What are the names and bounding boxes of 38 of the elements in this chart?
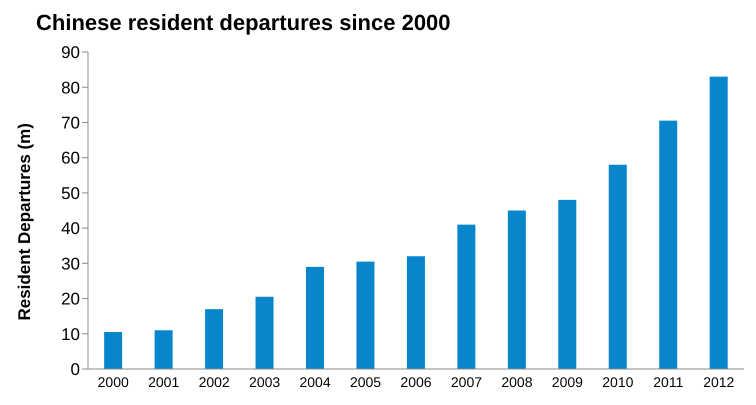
x-tick-label: 2012 xyxy=(703,374,735,390)
y-tick-label: 80 xyxy=(61,78,80,98)
bar xyxy=(659,120,678,369)
bar xyxy=(406,256,425,369)
bar xyxy=(205,309,224,369)
y-tick-label: 30 xyxy=(61,254,80,274)
x-tick-label: 2008 xyxy=(501,374,533,390)
y-tick-label: 40 xyxy=(61,219,80,238)
y-tick-label: 60 xyxy=(61,148,80,168)
chart-title: Chinese resident departures since 2000 xyxy=(36,10,451,36)
x-tick-label: 2009 xyxy=(552,374,584,390)
x-tick-label: 2006 xyxy=(400,374,432,390)
y-tick-label: 70 xyxy=(61,113,80,132)
y-tick-label: 0 xyxy=(70,360,80,380)
x-tick-label: 2010 xyxy=(602,374,634,390)
bar xyxy=(608,164,627,369)
bar xyxy=(356,262,374,369)
y-tick-label: 50 xyxy=(61,184,80,203)
bar xyxy=(508,210,526,369)
bar xyxy=(306,266,324,369)
x-tick-label: 2000 xyxy=(98,374,130,390)
x-tick-label: 2004 xyxy=(300,374,331,390)
y-tick-label: 10 xyxy=(61,324,80,344)
x-tick-label: 2001 xyxy=(148,374,180,390)
x-tick-label: 2002 xyxy=(198,374,230,390)
y-tick-label: 90 xyxy=(61,43,80,62)
bar xyxy=(256,296,274,369)
y-axis-title: Resident Departures (m) xyxy=(15,123,34,320)
bar xyxy=(104,332,122,369)
bar xyxy=(710,76,728,369)
x-tick-label: 2007 xyxy=(450,374,482,390)
bar xyxy=(154,330,173,369)
y-tick-label: 20 xyxy=(61,290,80,309)
x-tick-label: 2011 xyxy=(653,374,684,390)
bar xyxy=(558,200,576,369)
x-tick-label: 2003 xyxy=(249,374,280,390)
x-tick-label: 2005 xyxy=(350,374,382,390)
bar xyxy=(457,224,476,369)
